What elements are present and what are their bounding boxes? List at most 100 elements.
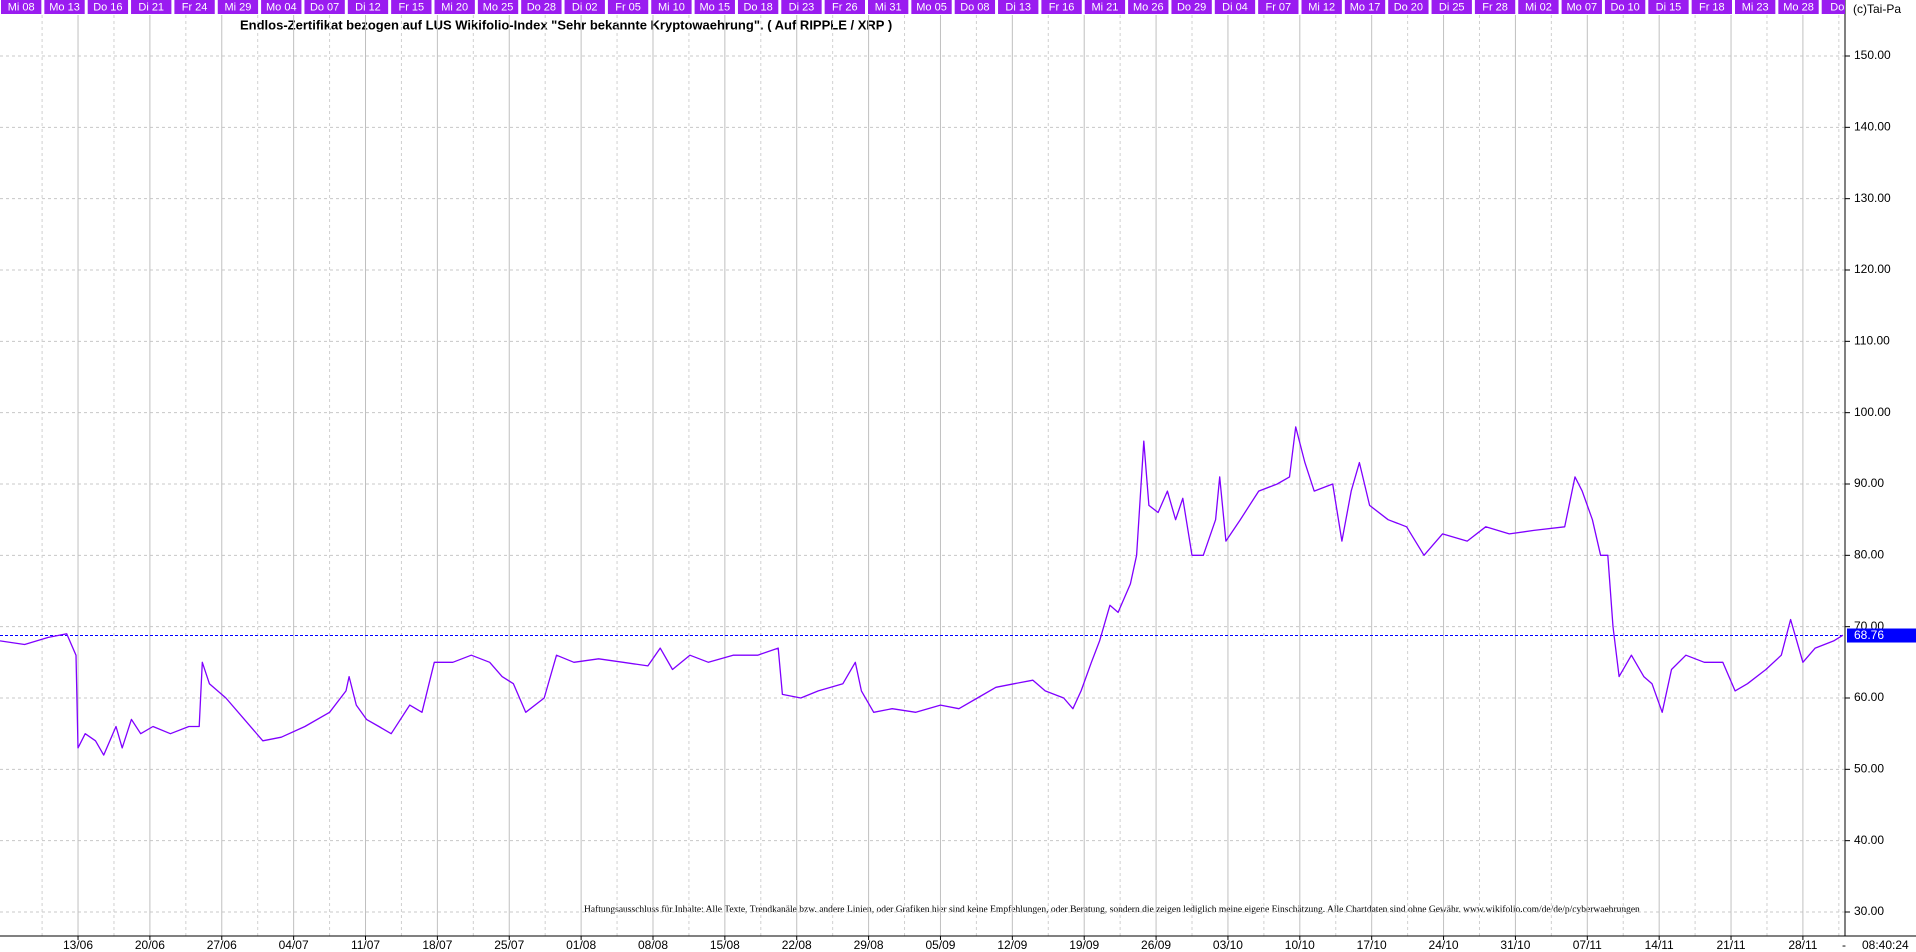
x-tick-label: 28/11 (1788, 938, 1817, 952)
top-label-box (651, 0, 692, 14)
top-label: Mo 15 (699, 1, 730, 13)
y-tick-label: 110.00 (1854, 334, 1890, 348)
top-label-box (1084, 0, 1126, 14)
x-tick-label: 20/06 (135, 938, 165, 952)
top-label-box (911, 0, 952, 14)
top-label: Do 0 (1830, 1, 1853, 13)
top-label: Mo 05 (916, 1, 947, 13)
y-tick-label: 140.00 (1854, 120, 1891, 134)
top-strip: Mi 08 Mo 13 Do 16 Di 21 Fr 24 Mi 29 Mo 04 Do 07… (1, 0, 1853, 14)
top-label: Do 28 (527, 1, 556, 13)
chart-title: Endlos-Zertifikat bezogen auf LUS Wikifo… (240, 17, 892, 32)
x-tick-label: 13/06 (63, 938, 93, 952)
top-label-box (564, 0, 605, 14)
top-label-box (304, 0, 345, 14)
copyright: (c)Tai-Pa (1853, 2, 1901, 16)
y-tick-label: 130.00 (1854, 191, 1891, 205)
top-label-box (174, 0, 215, 14)
x-tick-label: 24/10 (1429, 938, 1459, 952)
top-label-box (1474, 0, 1516, 14)
top-label-box (1561, 0, 1602, 14)
top-label-box (737, 0, 779, 14)
top-label: Di 21 (138, 1, 164, 13)
top-label: Di 25 (1439, 1, 1465, 13)
top-label: Mi 02 (1525, 1, 1552, 13)
last-value-box (1847, 628, 1916, 643)
top-label-box (44, 0, 85, 14)
price-line (0, 426, 1844, 756)
top-label-box (131, 0, 172, 14)
x-tick-label: 01/08 (566, 938, 596, 952)
top-label: Mi 10 (658, 1, 685, 13)
x-tick-label: 18/07 (422, 938, 452, 952)
top-label-box (954, 0, 996, 14)
y-tick-label: 50.00 (1854, 762, 1884, 776)
top-label-box (1691, 0, 1732, 14)
top-label-box (1171, 0, 1212, 14)
disclaimer: Haftungsausschluss für Inhalte: Alle Tex… (584, 904, 1640, 915)
top-label: Mo 17 (1350, 1, 1381, 13)
top-label: Fr 28 (1482, 1, 1508, 13)
x-tick-label: 03/10 (1213, 938, 1243, 952)
top-label-box (1214, 0, 1256, 14)
top-label-box (87, 0, 129, 14)
top-label: Di 15 (1656, 1, 1682, 13)
top-label: Do 18 (743, 1, 772, 13)
top-label: Mo 28 (1783, 1, 1814, 13)
top-label: Mo 26 (1133, 1, 1164, 13)
top-label: Di 12 (355, 1, 381, 13)
top-label-box (1301, 0, 1342, 14)
x-tick-label: 19/09 (1069, 938, 1099, 952)
top-label: Fr 16 (1049, 1, 1075, 13)
x-tick-label: 21/11 (1716, 938, 1745, 952)
top-label-box (1518, 0, 1559, 14)
top-label: Mi 29 (224, 1, 251, 13)
top-label-box (1258, 0, 1299, 14)
x-tick-label: 26/09 (1141, 938, 1171, 952)
x-tick-label: 27/06 (207, 938, 237, 952)
top-label-box (1041, 0, 1082, 14)
top-label-box (1735, 0, 1776, 14)
x-tick-label: 12/09 (997, 938, 1027, 952)
top-label: Mi 20 (441, 1, 468, 13)
top-label: Mi 08 (8, 1, 35, 13)
x-tick-label: 14/11 (1645, 938, 1674, 952)
top-label-box (607, 0, 649, 14)
top-label-box (477, 0, 519, 14)
top-label: Mo 13 (49, 1, 80, 13)
x-tick-label: 08/08 (638, 938, 668, 952)
last-value-label: 68.76 (1854, 628, 1884, 642)
top-label: Do 08 (960, 1, 989, 13)
y-tick-label: 60.00 (1854, 690, 1884, 704)
top-label-box (521, 0, 562, 14)
top-label: Do 16 (93, 1, 122, 13)
top-label: Mi 21 (1091, 1, 1118, 13)
y-tick-label: 90.00 (1854, 476, 1884, 490)
top-label: Fr 05 (615, 1, 641, 13)
top-label: Fr 15 (398, 1, 424, 13)
x-tick-label: 17/10 (1357, 938, 1387, 952)
top-label-box (1128, 0, 1169, 14)
x-tick-label: 07/11 (1573, 938, 1602, 952)
y-tick-label: 120.00 (1854, 262, 1891, 276)
top-label-box (1, 0, 42, 14)
y-tick-label: 100.00 (1854, 405, 1891, 419)
top-label: Do 20 (1394, 1, 1423, 13)
top-label: Mo 07 (1566, 1, 1597, 13)
top-label-box (1344, 0, 1386, 14)
x-tick-label: 22/08 (782, 938, 812, 952)
x-extra-label: - (1842, 938, 1846, 952)
top-label-box (347, 0, 389, 14)
top-label: Di 13 (1005, 1, 1031, 13)
y-tick-label: 30.00 (1854, 904, 1884, 918)
top-label-box (391, 0, 432, 14)
top-label-box (434, 0, 475, 14)
y-tick-label: 80.00 (1854, 548, 1884, 562)
top-label: Mi 31 (875, 1, 902, 13)
top-label: Di 23 (789, 1, 815, 13)
top-label: Di 02 (572, 1, 598, 13)
top-label-box (1778, 0, 1819, 14)
x-tick-label: 29/08 (854, 938, 884, 952)
